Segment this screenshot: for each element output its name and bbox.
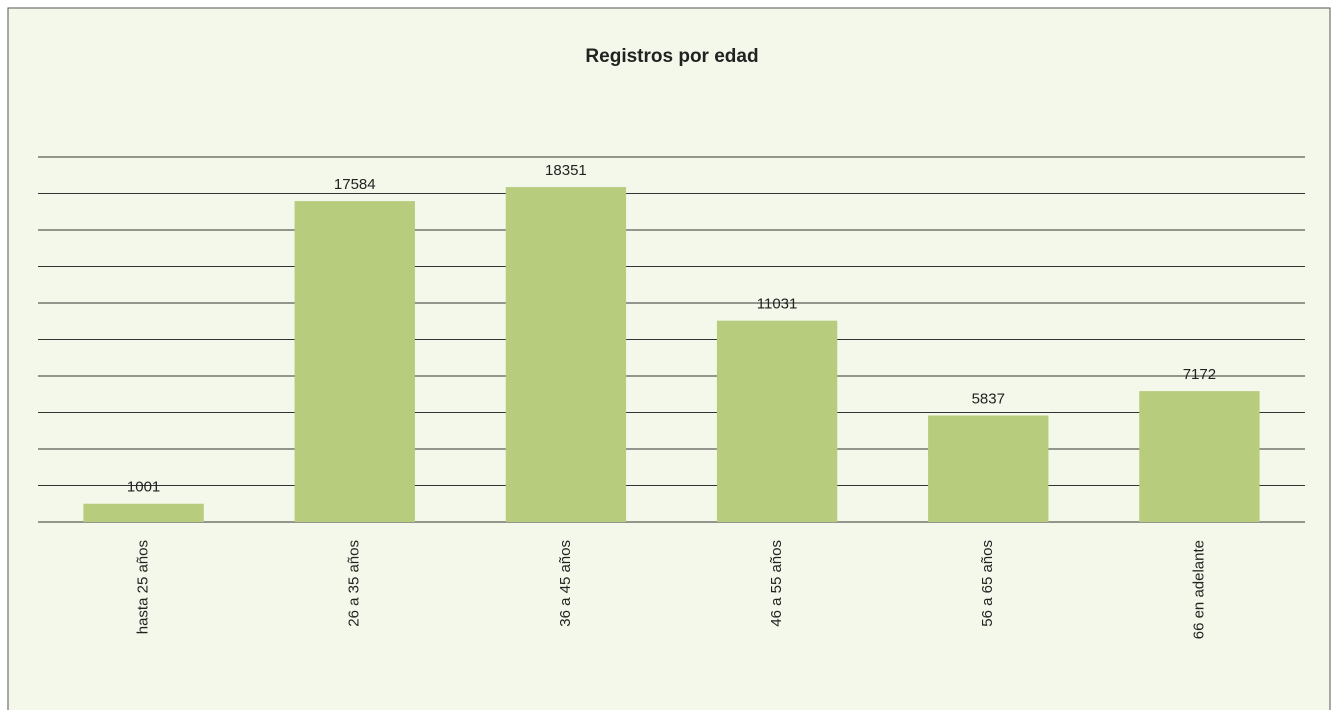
x-tick-label: 56 a 65 años [979, 540, 996, 627]
bar [1139, 391, 1260, 522]
value-label: 18351 [545, 162, 587, 179]
x-tick-label: hasta 25 años [135, 540, 152, 634]
chart-title: Registros por edad [585, 46, 758, 67]
value-label: 7172 [1183, 366, 1216, 383]
value-label: 1001 [127, 479, 160, 496]
bar [716, 320, 838, 522]
value-label: 17584 [334, 176, 376, 193]
x-tick-label: 26 a 35 años [346, 540, 363, 627]
bar [83, 503, 204, 522]
x-tick-label: 36 a 45 años [557, 540, 574, 627]
chart-frame [7, 7, 1331, 710]
bar [294, 201, 415, 523]
x-tick-label: 66 en adelante [1190, 540, 1207, 639]
bar [505, 187, 627, 523]
value-label: 11031 [757, 296, 798, 313]
value-label: 5837 [972, 390, 1005, 407]
x-tick-label: 46 a 55 años [768, 540, 785, 627]
bar [928, 415, 1049, 522]
